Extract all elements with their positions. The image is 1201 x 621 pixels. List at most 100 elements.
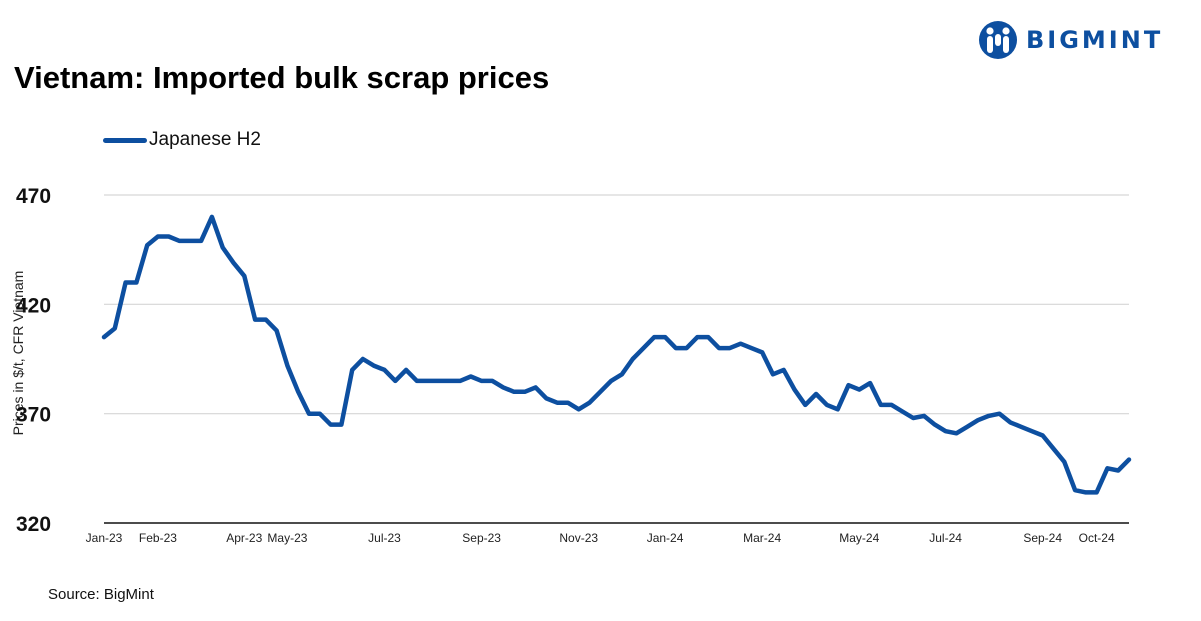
x-tick-label-jul-24: Jul-24 (929, 531, 962, 545)
data-point (210, 215, 214, 219)
data-point (717, 346, 721, 350)
data-point (1105, 466, 1109, 470)
data-point (318, 412, 322, 416)
data-point (307, 412, 311, 416)
x-tick-label-jul-23: Jul-23 (368, 531, 401, 545)
data-point (1073, 488, 1077, 492)
data-point (178, 239, 182, 243)
x-tick-label-oct-24: Oct-24 (1079, 531, 1115, 545)
data-point (836, 407, 840, 411)
data-point (760, 350, 764, 354)
data-point (426, 379, 430, 383)
data-point (987, 414, 991, 418)
chart-legend: Japanese H2 (103, 128, 261, 152)
data-point (674, 346, 678, 350)
data-point (879, 403, 883, 407)
x-tick-label-nov-23: Nov-23 (559, 531, 598, 545)
data-point (555, 401, 559, 405)
data-point (296, 390, 300, 394)
data-point (1030, 429, 1034, 433)
data-point (512, 390, 516, 394)
data-point (803, 403, 807, 407)
y-tick-label-420: 420 (16, 294, 51, 317)
data-point (890, 403, 894, 407)
x-tick-label-may-24: May-24 (839, 531, 879, 545)
data-point (361, 357, 365, 361)
x-tick-label-sep-24: Sep-24 (1023, 531, 1062, 545)
data-point (1084, 490, 1088, 494)
data-point (900, 409, 904, 413)
brand-name: BIGMINT (1026, 26, 1164, 54)
x-tick-label-sep-23: Sep-23 (462, 531, 501, 545)
data-point (566, 401, 570, 405)
x-tick-label-jan-23: Jan-23 (86, 531, 123, 545)
x-tick-label-jan-24: Jan-24 (647, 531, 684, 545)
data-point (221, 245, 225, 249)
x-tick-label-mar-24: Mar-24 (743, 531, 781, 545)
legend-swatch (103, 137, 147, 143)
data-point (447, 379, 451, 383)
data-point (706, 335, 710, 339)
data-point (631, 357, 635, 361)
data-point (383, 368, 387, 372)
data-point (1041, 434, 1045, 438)
data-point (1095, 490, 1099, 494)
data-point (911, 416, 915, 420)
data-point (523, 390, 527, 394)
data-point (156, 235, 160, 239)
x-tick-label-may-23: May-23 (267, 531, 307, 545)
data-point (1008, 420, 1012, 424)
data-point (728, 346, 732, 350)
data-point (145, 243, 149, 247)
x-tick-label-apr-23: Apr-23 (226, 531, 262, 545)
data-point (620, 372, 624, 376)
data-point (264, 318, 268, 322)
data-point (922, 414, 926, 418)
bigmint-logo: BIGMINT (978, 20, 1163, 60)
source-note: Source: BigMint (48, 586, 154, 603)
data-point (749, 346, 753, 350)
data-point (253, 318, 257, 322)
data-point (868, 381, 872, 385)
data-point (124, 280, 128, 284)
data-point (372, 364, 376, 368)
data-point (965, 425, 969, 429)
data-point (1051, 447, 1055, 451)
data-point (102, 335, 106, 339)
y-tick-label-370: 370 (16, 404, 51, 427)
data-point (933, 423, 937, 427)
data-point (814, 392, 818, 396)
data-point (598, 390, 602, 394)
data-point (167, 235, 171, 239)
x-tick-label-feb-23: Feb-23 (139, 531, 177, 545)
data-point (275, 329, 279, 333)
data-point (782, 368, 786, 372)
data-point (113, 326, 117, 330)
data-point (641, 346, 645, 350)
data-point (242, 274, 246, 278)
data-point (1019, 425, 1023, 429)
data-point (1116, 469, 1120, 473)
data-point (458, 379, 462, 383)
data-point (793, 388, 797, 392)
data-point (415, 379, 419, 383)
bigmint-logo-icon (979, 21, 1017, 59)
data-point (998, 412, 1002, 416)
data-point (480, 379, 484, 383)
y-tick-label-320: 320 (16, 513, 51, 536)
data-point (490, 379, 494, 383)
data-point (199, 239, 203, 243)
data-point (857, 388, 861, 392)
data-point (350, 368, 354, 372)
data-point (393, 379, 397, 383)
data-point (285, 364, 289, 368)
data-point (404, 368, 408, 372)
data-point (663, 335, 667, 339)
data-point (825, 403, 829, 407)
data-point (329, 423, 333, 427)
y-tick-label-470: 470 (16, 185, 51, 208)
data-point (134, 280, 138, 284)
data-point (1127, 458, 1131, 462)
data-point (846, 383, 850, 387)
